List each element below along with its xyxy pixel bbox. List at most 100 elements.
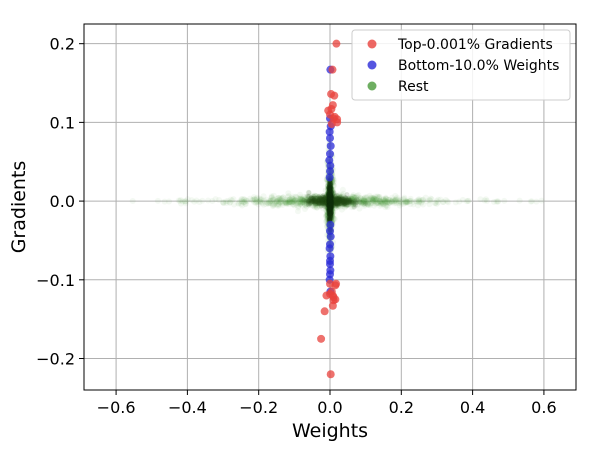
rest-point — [223, 198, 230, 205]
rest-point — [338, 198, 344, 204]
rest-point — [326, 202, 333, 209]
rest-point — [336, 198, 342, 204]
rest-point — [329, 202, 336, 209]
rest-point — [328, 206, 335, 213]
rest-point — [299, 199, 306, 206]
rest-point — [338, 192, 345, 199]
rest-point — [377, 200, 384, 207]
rest-point — [280, 194, 287, 201]
rest-point — [220, 199, 227, 206]
rest-point — [313, 200, 320, 207]
rest-point — [326, 194, 333, 201]
rest-point — [329, 201, 336, 208]
rest-point — [325, 196, 332, 203]
rest-point — [325, 203, 332, 210]
rest-point — [282, 198, 289, 205]
rest-point — [371, 196, 378, 203]
rest-point — [212, 196, 219, 203]
rest-point — [236, 198, 243, 205]
rest-point — [299, 196, 306, 203]
rest-point — [320, 199, 327, 206]
rest-point — [340, 200, 347, 207]
rest-point — [327, 211, 334, 218]
rest-point — [311, 195, 317, 201]
rest-point — [324, 182, 331, 189]
rest-point — [325, 204, 332, 211]
rest-point — [332, 194, 338, 200]
rest-point — [303, 199, 310, 206]
rest-point — [459, 196, 466, 203]
rest-point — [329, 201, 335, 207]
rest-point — [181, 198, 188, 205]
rest-point — [328, 193, 335, 200]
rest-point — [403, 198, 410, 205]
rest-point — [323, 212, 330, 219]
rest-point — [328, 213, 335, 220]
rest-point — [345, 200, 351, 206]
rest-point — [327, 190, 334, 197]
rest-point — [266, 200, 273, 207]
rest-point — [329, 213, 336, 220]
rest-point — [269, 196, 276, 203]
rest-point — [327, 200, 334, 207]
rest-point — [300, 198, 307, 205]
rest-point — [289, 195, 296, 202]
rest-point — [339, 200, 345, 206]
rest-point — [329, 202, 336, 209]
rest-point — [329, 192, 336, 199]
rest-point — [349, 199, 356, 206]
rest-point — [327, 205, 334, 212]
rest-point — [332, 201, 338, 207]
rest-point — [279, 195, 286, 202]
rest-point — [339, 193, 345, 199]
rest-point — [338, 202, 344, 208]
rest-point — [324, 215, 331, 222]
rest-point — [329, 200, 335, 206]
rest-point — [182, 198, 189, 205]
rest-point — [326, 201, 333, 208]
rest-point — [372, 196, 379, 203]
rest-point — [303, 197, 310, 204]
rest-point — [301, 198, 308, 205]
rest-point — [154, 197, 161, 204]
rest-point — [333, 199, 340, 206]
rest-point — [312, 197, 319, 204]
rest-point — [327, 197, 334, 204]
rest-point — [325, 193, 332, 200]
rest-point — [354, 198, 361, 205]
rest-point — [364, 201, 371, 208]
rest-point — [395, 196, 402, 203]
rest-point — [328, 198, 334, 204]
rest-point — [403, 198, 410, 205]
rest-point — [318, 196, 324, 202]
rest-point — [324, 198, 330, 204]
rest-point — [315, 196, 322, 203]
rest-point — [374, 194, 381, 201]
rest-point — [331, 194, 338, 201]
rest-point — [346, 199, 352, 205]
rest-point — [289, 193, 296, 200]
rest-point — [330, 194, 336, 200]
rest-point — [351, 200, 358, 207]
rest-point — [297, 194, 304, 201]
rest-point — [344, 196, 351, 203]
rest-point — [326, 186, 333, 193]
rest-point — [303, 198, 309, 204]
rest-point — [324, 201, 330, 207]
rest-point — [326, 198, 333, 205]
top-gradient-point — [332, 39, 341, 48]
rest-point — [283, 200, 290, 207]
rest-point — [332, 195, 339, 202]
rest-point — [238, 200, 245, 207]
rest-point — [370, 195, 377, 202]
rest-point — [312, 196, 319, 203]
rest-point — [329, 196, 335, 202]
rest-point — [329, 195, 336, 202]
rest-point — [370, 198, 377, 205]
rest-point — [279, 198, 286, 205]
rest-point — [362, 198, 369, 205]
rest-point — [388, 198, 395, 205]
rest-point — [310, 196, 317, 203]
rest-point — [326, 202, 333, 209]
rest-point — [345, 199, 352, 206]
